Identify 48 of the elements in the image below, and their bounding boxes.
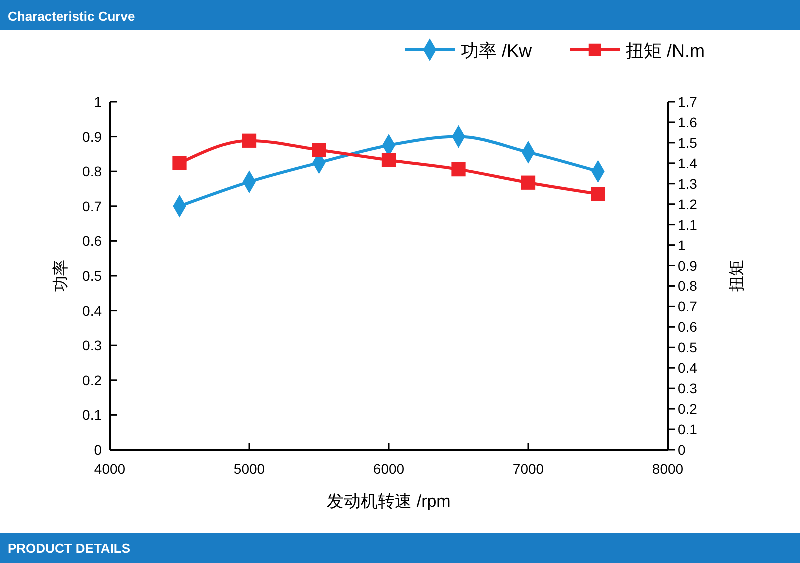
y2-axis-title: 扭矩	[729, 260, 746, 292]
y-tick-label: 0.5	[82, 268, 102, 284]
point	[242, 134, 257, 148]
y2-tick-label: 0.7	[678, 298, 698, 315]
y2-tick-label: 1	[678, 237, 686, 254]
y2-tick-label: 1.5	[678, 134, 698, 151]
y-tick-label: 0.8	[82, 164, 102, 180]
y2-tick-label: 1.1	[678, 216, 698, 233]
y2-tick-label: 1.2	[678, 196, 698, 212]
y2-tick-label: 1.6	[678, 114, 698, 130]
x-tick-label: 4000	[94, 461, 126, 477]
y2-tick-label: 0	[678, 442, 686, 458]
y-tick-label: 0.3	[82, 338, 102, 354]
y2-tick-label: 1.4	[678, 155, 698, 172]
y-tick-label: 0	[94, 442, 102, 458]
y-tick-label: 0.9	[82, 128, 102, 145]
y-tick-label: 0.4	[82, 302, 102, 319]
y2-tick-label: 0.8	[678, 278, 698, 294]
y-tick-label: 0.1	[82, 407, 102, 424]
x-axis-title: 发动机转速 /rpm	[327, 492, 451, 511]
y2-tick-label: 0.5	[678, 340, 698, 356]
point	[521, 176, 536, 190]
point	[312, 143, 326, 158]
legend-label: 功率 /Kw	[461, 41, 534, 61]
y2-tick-label: 0.6	[678, 319, 698, 336]
y2-tick-label: 0.9	[678, 258, 698, 274]
text: PRODUCT DETAILS	[8, 541, 131, 556]
legend-label: 扭矩 /N.m	[626, 41, 705, 61]
y-axis-title: 功率	[52, 260, 70, 292]
x-tick-label: 8000	[652, 461, 684, 477]
point	[172, 156, 187, 170]
y2-tick-label: 0.4	[678, 360, 698, 376]
point	[591, 187, 606, 202]
y2-tick-label: 1.3	[678, 176, 698, 192]
y2-tick-label: 1.7	[678, 94, 698, 110]
y-tick-label: 1	[94, 94, 102, 110]
x-tick-label: 6000	[373, 461, 405, 477]
chart-title: Characteristic Curve	[8, 9, 136, 24]
y-tick-label: 0.2	[82, 372, 102, 388]
x-tick-label: 5000	[234, 461, 266, 477]
point	[452, 162, 466, 177]
y-tick-label: 0.6	[82, 233, 102, 250]
y2-tick-label: 0.2	[678, 401, 698, 418]
y2-tick-label: 0.1	[678, 422, 698, 438]
point	[382, 153, 396, 168]
y-tick-label: 0.7	[82, 198, 102, 214]
x-tick-label: 7000	[512, 461, 544, 477]
y2-tick-label: 0.3	[678, 380, 698, 397]
